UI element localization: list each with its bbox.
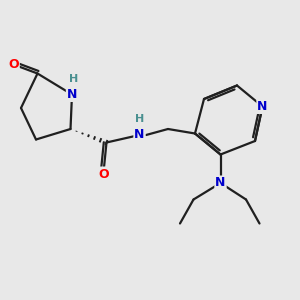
Text: N: N [215, 176, 226, 190]
Text: H: H [135, 114, 144, 124]
Text: N: N [67, 88, 77, 101]
Text: H: H [69, 74, 78, 84]
Text: N: N [257, 100, 268, 113]
Text: N: N [134, 128, 145, 142]
Text: O: O [8, 58, 19, 71]
Text: O: O [98, 167, 109, 181]
